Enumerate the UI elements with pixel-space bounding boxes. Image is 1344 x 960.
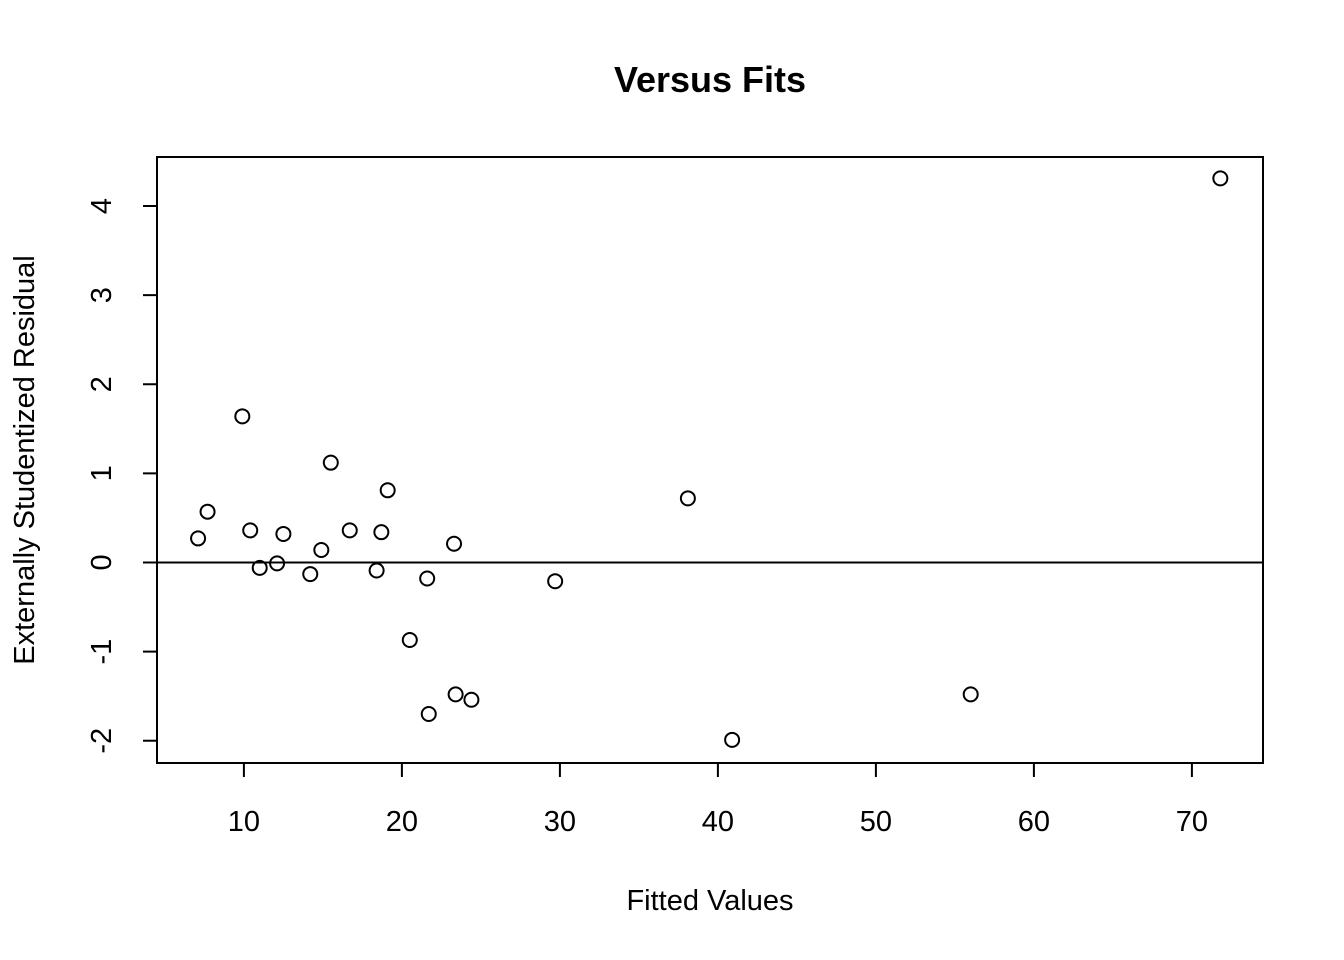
x-tick-label: 40 (702, 806, 734, 838)
y-tick-label: 1 (86, 465, 118, 481)
y-tick-label: 3 (86, 287, 118, 303)
x-tick-label: 20 (386, 806, 418, 838)
data-point (679, 490, 696, 507)
x-tick-label: 50 (860, 806, 892, 838)
x-tick-label: 60 (1018, 806, 1050, 838)
data-point (199, 503, 216, 520)
y-tick-label: 2 (86, 376, 118, 392)
y-tick-label: -2 (86, 728, 118, 754)
data-point (322, 454, 339, 471)
data-point (242, 522, 259, 539)
data-point (447, 686, 464, 703)
data-point (420, 705, 437, 722)
data-point (379, 482, 396, 499)
data-point (368, 562, 385, 579)
data-points (190, 170, 1229, 748)
data-point (269, 555, 286, 572)
data-point (419, 570, 436, 587)
chart-title: Versus Fits (614, 59, 806, 100)
x-tick-label: 70 (1176, 806, 1208, 838)
x-axis: 10 20 30 40 50 60 70 (228, 762, 1208, 838)
data-point (962, 686, 979, 703)
data-point (373, 524, 390, 541)
data-point (724, 731, 741, 748)
data-point (251, 559, 268, 576)
data-point (302, 566, 319, 583)
data-point (446, 535, 463, 552)
data-point (190, 530, 207, 547)
data-point (275, 525, 292, 542)
y-tick-label: 4 (86, 198, 118, 214)
data-point (401, 632, 418, 649)
data-point (341, 522, 358, 539)
x-axis-label: Fitted Values (626, 885, 793, 917)
data-point (313, 542, 330, 559)
data-point (1212, 170, 1229, 187)
y-tick-label: -1 (86, 639, 118, 665)
plot-frame (156, 156, 1264, 764)
y-axis: -2 -1 0 1 2 3 4 (86, 198, 158, 754)
data-point (547, 573, 564, 590)
y-tick-label: 0 (86, 554, 118, 570)
data-point (234, 408, 251, 425)
data-point (463, 691, 480, 708)
x-tick-label: 10 (228, 806, 260, 838)
x-tick-label: 30 (544, 806, 576, 838)
y-axis-label: Externally Studentized Residual (9, 255, 41, 664)
